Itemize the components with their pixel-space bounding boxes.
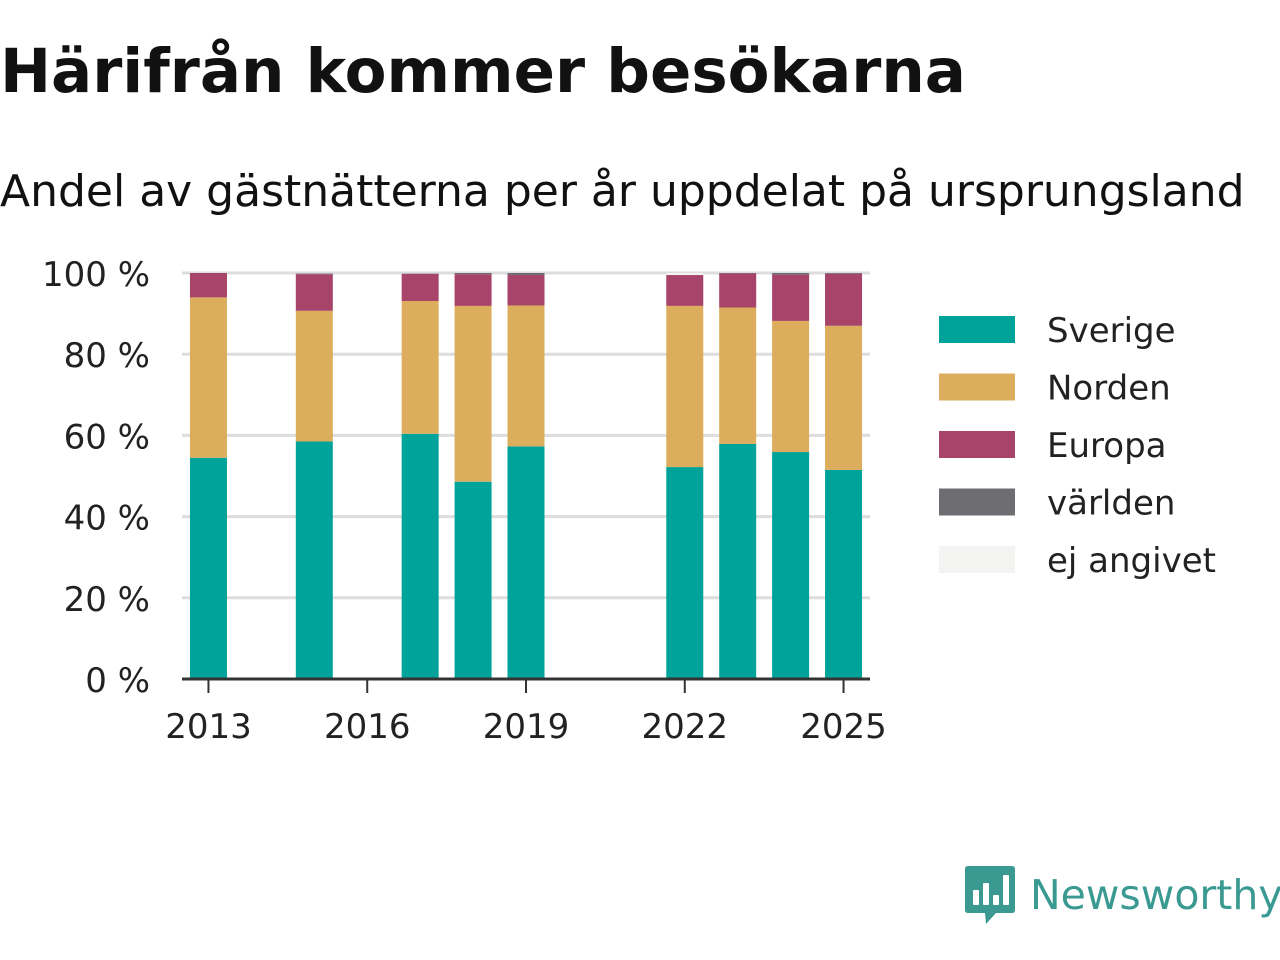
y-tick-label: 20 % [64, 580, 150, 620]
x-tick-label: 2016 [324, 707, 411, 747]
bar-segment-sverige-2024 [772, 452, 810, 679]
legend-swatch-ej-angivet [939, 546, 1015, 573]
legend-swatch-världen [939, 488, 1015, 516]
bar-segment-sverige-2017 [401, 433, 439, 679]
legend-label-sverige: Sverige [1047, 311, 1176, 351]
legend-swatch-sverige [939, 316, 1015, 343]
legend-label-norden: Norden [1047, 369, 1171, 409]
bar-segment-sverige-2023 [719, 443, 757, 679]
bar-segment-norden-2015 [295, 310, 333, 442]
bar-segment-sverige-2019 [507, 446, 545, 679]
bar-segment-norden-2013 [189, 297, 227, 458]
legend-label-ej-angivet: ej angivet [1047, 541, 1216, 581]
legend-label-europa: Europa [1047, 426, 1166, 466]
bar-segment-världen-2024 [772, 273, 810, 275]
legend-swatch-norden [939, 373, 1015, 401]
bar-segment-norden-2023 [719, 307, 757, 444]
chart-subtitle: Andel av gästnätterna per år uppdelat på… [0, 166, 1245, 217]
bar-segment-sverige-2025 [825, 469, 863, 679]
bar-segment-europa-2025 [825, 273, 863, 326]
x-tick-label: 2019 [483, 707, 570, 747]
newsworthy-wordmark: Newsworthy [1030, 871, 1280, 919]
y-tick-label: 80 % [64, 336, 150, 376]
newsworthy-logo[interactable]: Newsworthy [964, 864, 1280, 926]
x-tick-label: 2013 [165, 707, 252, 747]
bar-segment-norden-2022 [666, 305, 704, 468]
bar-segment-europa-2018 [454, 274, 492, 306]
bar-segment-norden-2017 [401, 301, 439, 434]
bar-segment-norden-2025 [825, 325, 863, 470]
bar-segment-europa-2024 [772, 274, 810, 321]
bar-segment-europa-2023 [719, 273, 757, 308]
y-tick-label: 40 % [64, 499, 150, 539]
bar-segment-världen-2019 [507, 273, 545, 276]
bar-segment-europa-2017 [401, 273, 439, 302]
chart-title: Härifrån kommer besökarna [0, 36, 966, 107]
bar-segment-norden-2018 [454, 305, 492, 482]
x-tick-label: 2025 [800, 707, 887, 747]
bar-segment-sverige-2018 [454, 481, 492, 679]
bar-segment-världen-2015 [295, 273, 333, 275]
bar-segment-europa-2013 [189, 273, 227, 298]
bar-segment-sverige-2022 [666, 467, 704, 679]
bar-segment-europa-2015 [295, 274, 333, 311]
y-tick-label: 0 % [85, 661, 150, 701]
y-tick-label: 100 % [42, 255, 150, 295]
bar-segment-världen-2018 [454, 273, 492, 275]
newsworthy-logo-icon [965, 866, 1015, 924]
bar-segment-norden-2019 [507, 305, 545, 447]
bar-segment-europa-2019 [507, 275, 545, 306]
bar-segment-norden-2024 [772, 320, 810, 453]
bar-segment-ej-angivet-2022 [666, 273, 704, 276]
x-tick-label: 2022 [642, 707, 729, 747]
bar-segment-sverige-2013 [189, 457, 227, 679]
bar-segment-sverige-2015 [295, 441, 333, 679]
bar-segment-världen-2025 [825, 273, 863, 274]
legend-label-världen: världen [1047, 484, 1175, 524]
bar-segment-europa-2022 [666, 275, 704, 306]
legend-swatch-europa [939, 431, 1015, 458]
y-tick-label: 60 % [64, 417, 150, 457]
